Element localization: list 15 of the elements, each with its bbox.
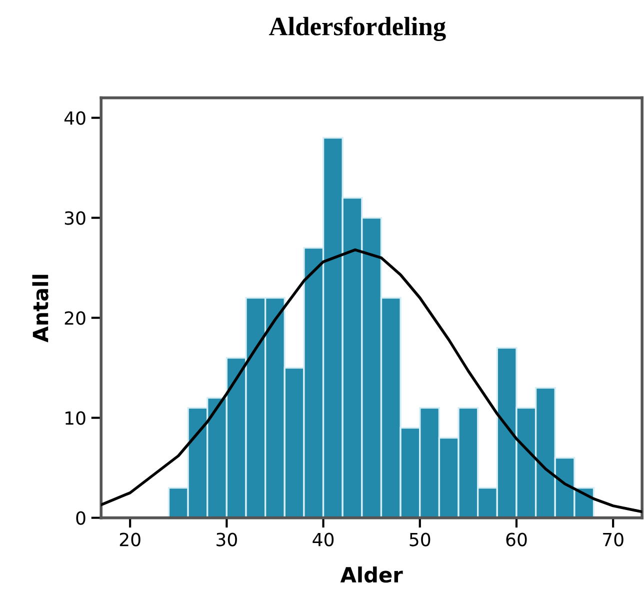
y-axis-title: Antall	[32, 274, 48, 342]
y-tick-label: 40	[64, 111, 86, 125]
y-tick-label: 0	[76, 511, 86, 525]
x-tick-label: 20	[120, 532, 140, 546]
y-tick-label: 30	[64, 211, 86, 225]
x-axis-title: Alder	[340, 566, 403, 583]
x-tick-label: 60	[506, 532, 527, 546]
x-tick-label: 40	[312, 532, 334, 546]
y-tick-label: 20	[64, 311, 86, 325]
y-tick-label: 10	[66, 411, 86, 425]
line-series	[101, 248, 642, 514]
x-tick-label: 70	[603, 532, 624, 546]
x-tick-label: 50	[410, 532, 430, 546]
chart-title: Aldersfordeling	[268, 16, 446, 42]
x-tick-label: 30	[216, 532, 237, 546]
